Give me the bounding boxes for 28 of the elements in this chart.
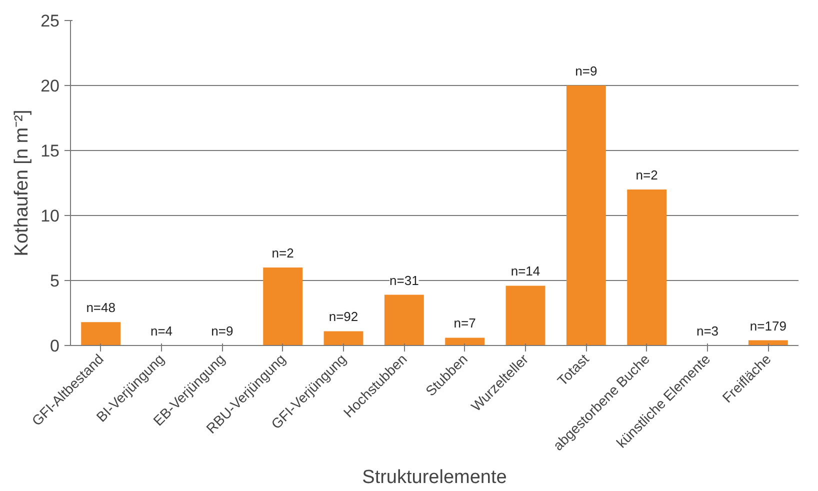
bar bbox=[324, 331, 364, 346]
bar bbox=[263, 268, 303, 346]
bar bbox=[627, 190, 667, 346]
annotation: n=92 bbox=[328, 309, 358, 324]
y-tick-label: 0 bbox=[50, 336, 60, 356]
annotation: n=2 bbox=[272, 246, 294, 260]
annotation: n=9 bbox=[575, 64, 598, 78]
bar bbox=[566, 86, 606, 346]
bar bbox=[506, 286, 546, 346]
annotation: n=14 bbox=[510, 264, 540, 279]
annotation: n=179 bbox=[750, 318, 786, 334]
annotation: n=9 bbox=[211, 324, 234, 338]
bar bbox=[384, 294, 424, 346]
y-tick-label: 15 bbox=[40, 142, 60, 160]
y-tick-label: 10 bbox=[40, 206, 60, 226]
y-tick-label: 25 bbox=[40, 12, 60, 30]
annotation: n=31 bbox=[390, 272, 419, 288]
y-tick-label: 20 bbox=[40, 76, 60, 96]
y-axis-title: Kothaufen [n m⁻²] bbox=[12, 110, 33, 256]
annotation: n=4 bbox=[150, 324, 173, 338]
annotation: n=48 bbox=[86, 300, 116, 316]
annotation: n=3 bbox=[696, 324, 719, 338]
y-tick-label: 5 bbox=[50, 272, 60, 290]
bar bbox=[445, 338, 485, 346]
annotation: n=7 bbox=[454, 316, 476, 331]
annotation: n=2 bbox=[636, 168, 658, 182]
x-axis-title: Strukturelemente bbox=[362, 467, 507, 488]
bar bbox=[81, 322, 121, 346]
